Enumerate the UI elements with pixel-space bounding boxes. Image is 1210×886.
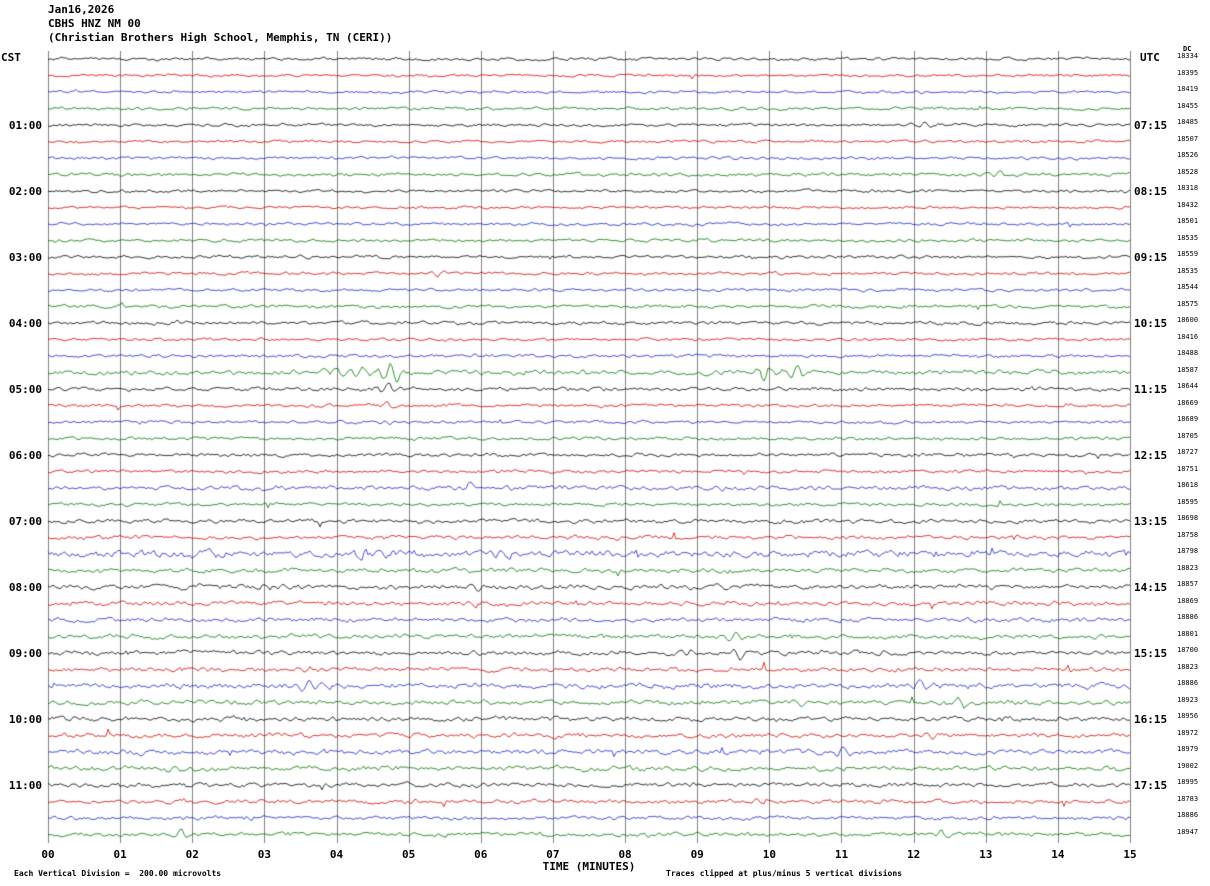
x-tick-label: 14	[1051, 848, 1065, 861]
dc-value: 18972	[1177, 728, 1199, 737]
dc-value: 18947	[1177, 827, 1199, 836]
x-tick-label: 08	[618, 848, 632, 861]
hour-label-utc: 17:15	[1134, 779, 1168, 792]
dc-value: 18727	[1177, 448, 1199, 456]
x-tick-label: 04	[329, 848, 344, 861]
hour-label-cst: 04:00	[8, 317, 42, 330]
hour-label-utc: 08:15	[1134, 185, 1168, 198]
hour-label-cst: 01:00	[8, 119, 42, 132]
x-tick-label: 15	[1123, 848, 1137, 861]
right-timezone-label: UTC	[1140, 51, 1160, 64]
dc-value: 18432	[1177, 200, 1199, 209]
x-tick-label: 00	[41, 848, 55, 861]
hour-label-utc: 07:15	[1134, 119, 1168, 132]
dc-value: 18644	[1177, 382, 1199, 390]
dc-value: 18600	[1177, 316, 1199, 324]
dc-value: 18823	[1177, 662, 1199, 671]
dc-column-header: DC	[1183, 45, 1192, 53]
dc-value: 18395	[1177, 68, 1199, 77]
dc-value: 18559	[1177, 250, 1199, 258]
dc-value: 19002	[1177, 761, 1199, 770]
dc-value: 18751	[1177, 464, 1199, 473]
dc-value: 18801	[1177, 629, 1199, 638]
left-timezone-label: CST	[1, 51, 21, 64]
hour-label-utc: 12:15	[1134, 449, 1168, 462]
dc-value: 18535	[1177, 233, 1199, 242]
dc-value: 18485	[1177, 118, 1199, 126]
x-tick-label: 09	[690, 848, 704, 861]
dc-value: 18698	[1177, 514, 1199, 522]
dc-value: 18575	[1177, 299, 1199, 308]
scale-note: Each Vertical Division = 200.00 microvol…	[14, 869, 222, 878]
dc-value: 18979	[1177, 745, 1199, 753]
dc-value: 18455	[1177, 101, 1199, 110]
hour-label-cst: 08:00	[8, 581, 42, 594]
hour-label-cst: 03:00	[8, 251, 42, 264]
hour-label-utc: 09:15	[1134, 251, 1168, 264]
dc-value: 18507	[1177, 134, 1199, 143]
x-tick-label: 05	[402, 848, 416, 861]
hour-label-cst: 07:00	[8, 515, 42, 528]
dc-value: 18595	[1177, 497, 1199, 506]
hour-label-utc: 11:15	[1134, 383, 1168, 396]
x-tick-label: 01	[113, 848, 127, 861]
dc-value: 18995	[1177, 778, 1199, 786]
x-axis-title: TIME (MINUTES)	[542, 860, 636, 873]
dc-value: 18869	[1177, 596, 1199, 605]
dc-value: 18526	[1177, 151, 1199, 159]
dc-value: 18528	[1177, 167, 1199, 176]
hour-label-cst: 09:00	[8, 647, 42, 660]
x-tick-label: 02	[185, 848, 199, 861]
dc-value: 18705	[1177, 431, 1199, 440]
dc-value: 18923	[1177, 695, 1199, 704]
dc-value: 18618	[1177, 481, 1199, 489]
x-tick-label: 12	[906, 848, 921, 861]
dc-value: 18416	[1177, 332, 1199, 341]
dc-value: 18886	[1177, 811, 1199, 819]
dc-value: 18857	[1177, 580, 1199, 588]
dc-value: 18823	[1177, 563, 1199, 572]
clip-note: Traces clipped at plus/minus 5 vertical …	[666, 869, 903, 878]
hour-label-utc: 10:15	[1134, 317, 1168, 330]
dc-value: 18544	[1177, 283, 1199, 291]
dc-value: 18758	[1177, 530, 1199, 539]
dc-value: 18956	[1177, 712, 1199, 720]
hour-label-cst: 10:00	[8, 713, 42, 726]
x-tick-label: 13	[979, 848, 993, 861]
dc-value: 18798	[1177, 547, 1199, 555]
dc-value: 18318	[1177, 184, 1199, 192]
dc-value: 18886	[1177, 679, 1199, 687]
dc-value: 18587	[1177, 365, 1199, 374]
x-tick-label: 10	[762, 848, 776, 861]
dc-value: 18419	[1177, 85, 1199, 93]
station-label: CBHS HNZ NM 00	[48, 17, 141, 30]
x-tick-label: 07	[546, 848, 560, 861]
hour-label-cst: 02:00	[8, 185, 42, 198]
hour-label-utc: 13:15	[1134, 515, 1168, 528]
dc-value: 18669	[1177, 398, 1199, 407]
dc-value: 18783	[1177, 794, 1199, 803]
hour-label-cst: 06:00	[8, 449, 42, 462]
station-location-label: (Christian Brothers High School, Memphis…	[48, 31, 393, 44]
hour-label-utc: 15:15	[1134, 647, 1168, 660]
hour-label-utc: 14:15	[1134, 581, 1168, 594]
dc-value: 18501	[1177, 217, 1199, 225]
dc-value: 18689	[1177, 415, 1199, 423]
date-label: Jan16,2026	[48, 3, 115, 16]
dc-value: 18700	[1177, 646, 1199, 654]
hour-label-cst: 05:00	[8, 383, 42, 396]
x-tick-label: 11	[834, 848, 849, 861]
dc-value: 18886	[1177, 613, 1199, 621]
hour-label-cst: 11:00	[8, 779, 42, 792]
dc-value: 18334	[1177, 52, 1199, 60]
x-tick-label: 03	[257, 848, 272, 861]
dc-value: 18488	[1177, 349, 1199, 357]
hour-label-utc: 16:15	[1134, 713, 1168, 726]
dc-value: 18535	[1177, 266, 1199, 275]
x-tick-label: 06	[474, 848, 488, 861]
